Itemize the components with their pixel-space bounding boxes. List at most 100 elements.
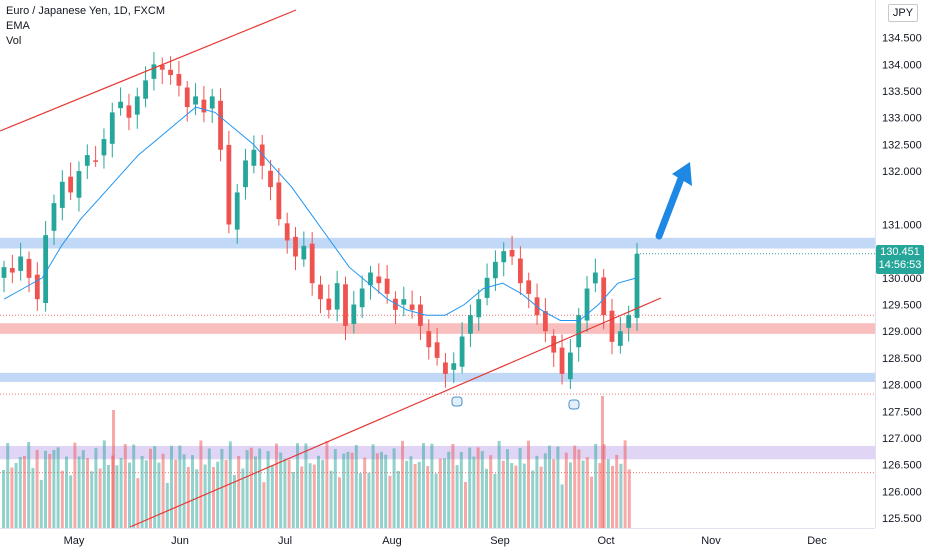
candle-body <box>476 299 482 318</box>
volume-bar <box>90 471 94 528</box>
y-tick-label: 132.000 <box>882 166 922 178</box>
symbol-title[interactable]: Euro / Japanese Yen, 1D, FXCM <box>6 5 165 17</box>
ema-indicator-label[interactable]: EMA <box>6 20 30 32</box>
x-tick-label: Jun <box>171 535 189 547</box>
volume-bar <box>401 440 404 528</box>
volume-bar <box>346 451 350 528</box>
volume-bar <box>510 463 514 528</box>
volume-bar <box>228 441 232 528</box>
volume-bar <box>56 447 60 528</box>
volume-bar <box>262 482 266 528</box>
volume-bar <box>506 449 509 528</box>
volume-bar <box>254 456 257 528</box>
volume-bar <box>556 446 560 528</box>
volume-bar <box>577 449 581 528</box>
volume-bar <box>464 481 467 528</box>
volume-bar <box>178 445 182 528</box>
candle-body <box>451 363 457 370</box>
candle-body <box>384 278 390 294</box>
volume-bar <box>270 465 274 528</box>
x-tick-label: Jul <box>278 535 292 547</box>
volume-bar <box>186 467 190 528</box>
volume-bar <box>224 459 228 528</box>
y-tick-label: 129.000 <box>882 326 922 338</box>
volume-bar <box>170 445 173 528</box>
volume-bar <box>430 443 434 528</box>
volume-bar <box>493 473 497 528</box>
candle-body <box>159 65 165 70</box>
candle-body <box>218 100 223 150</box>
volume-bar <box>611 465 614 528</box>
volume-bar <box>296 443 299 528</box>
volume-bar <box>207 448 211 528</box>
volume-bar <box>497 441 501 528</box>
candle-body <box>459 336 465 367</box>
candle-body <box>517 258 523 284</box>
candle-body <box>626 315 632 328</box>
volume-bar <box>623 440 627 528</box>
volume-bar <box>287 459 291 528</box>
volume-bar <box>216 461 220 528</box>
y-tick-label: 127.000 <box>882 433 922 445</box>
candle-body <box>193 96 198 105</box>
volume-bar <box>371 444 375 528</box>
volume-bar <box>350 452 354 528</box>
candle-body <box>1 267 7 278</box>
volume-bar <box>451 443 455 528</box>
volume-bar <box>590 476 593 528</box>
y-tick-label: 128.000 <box>882 380 922 392</box>
volume-bar <box>384 454 388 528</box>
candle-body <box>493 261 498 279</box>
volume-bar <box>27 442 31 528</box>
candle-body <box>634 253 640 318</box>
bullish-arrow-head <box>672 162 692 186</box>
volume-bar <box>489 455 493 528</box>
candle-body <box>268 170 273 188</box>
volume-bar <box>81 450 85 528</box>
volume-bar <box>535 455 539 528</box>
bar-countdown: 14:56:53 <box>878 259 922 271</box>
volume-bar <box>220 448 224 528</box>
volume-bar <box>573 445 577 528</box>
x-tick-label: Dec <box>807 535 827 547</box>
support-zone <box>0 372 875 382</box>
candle-body <box>201 99 207 113</box>
volume-bar <box>405 460 409 528</box>
volume-bar <box>585 457 589 528</box>
volume-bar <box>245 450 249 528</box>
volume-bar <box>266 451 270 528</box>
volume-bar <box>396 470 400 528</box>
volume-bar <box>174 459 178 528</box>
volume-bar <box>203 464 207 528</box>
candle-body <box>401 299 407 305</box>
volume-bar <box>23 456 26 528</box>
candle-body <box>393 298 398 310</box>
candle-body <box>184 87 190 108</box>
volume-bar <box>548 445 551 528</box>
candle-body <box>526 280 532 294</box>
volume-bar <box>77 456 81 528</box>
volume-bar <box>392 448 396 528</box>
volume-bar <box>409 456 413 528</box>
candle-body <box>359 288 365 308</box>
volume-bar <box>426 465 430 528</box>
volume-bar <box>60 470 64 528</box>
ema-line <box>3 106 638 321</box>
volume-indicator-label[interactable]: Vol <box>6 35 22 47</box>
candle-body <box>293 236 298 257</box>
volume-bar <box>258 448 262 528</box>
volume-bar <box>359 473 362 528</box>
volume-bar <box>31 467 35 528</box>
volume-bar <box>132 444 136 528</box>
candle-body <box>418 304 423 326</box>
candle-body <box>259 144 265 166</box>
candle-body <box>468 315 473 334</box>
volume-bar <box>455 465 459 528</box>
last-price-value: 130.451 <box>880 246 920 258</box>
candle-body <box>276 182 282 220</box>
candle-body <box>84 155 90 166</box>
volume-bar <box>44 450 47 528</box>
currency-badge[interactable]: JPY <box>888 4 918 22</box>
candle-body <box>168 69 173 76</box>
